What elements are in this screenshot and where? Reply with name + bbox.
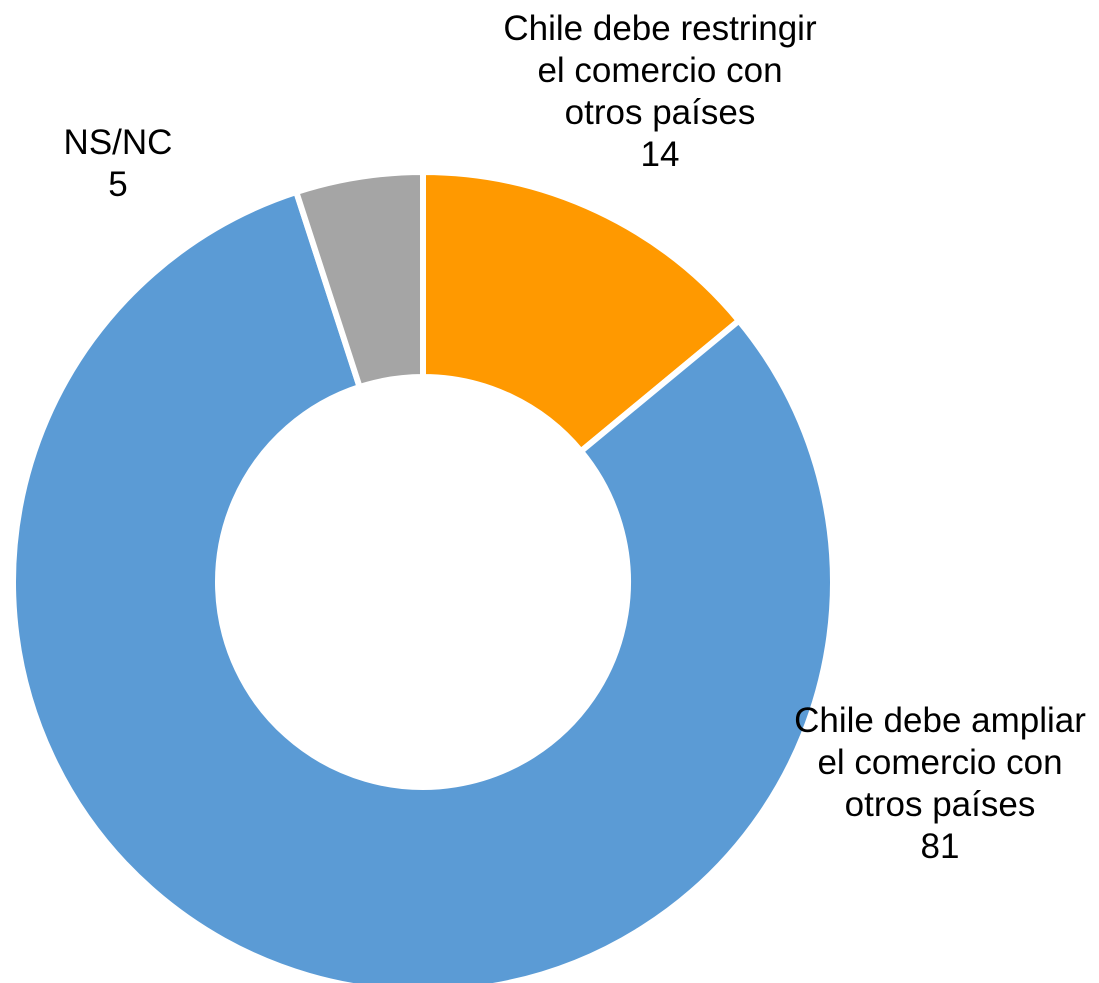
slice-category-label: Chile debe restringir [503, 9, 817, 48]
slice-category-label: Chile debe ampliar [794, 701, 1086, 740]
slice-category-label: NS/NC [64, 123, 173, 162]
slice-label-1: Chile debe restringir el comercio con otro… [503, 9, 817, 174]
slice-value-label: 81 [921, 827, 960, 866]
donut-slice-1 [420, 168, 744, 456]
slice-value-label: 14 [641, 135, 680, 174]
slice-label-3: NS/NC 5 [64, 123, 173, 204]
slice-category-label: otros países [845, 785, 1036, 824]
slices-layer [10, 168, 836, 983]
donut-slice-2 [10, 188, 836, 983]
donut-slice-3 [292, 168, 426, 391]
slice-category-label: el comercio con [537, 51, 782, 90]
labels-layer: Chile debe restringir el comercio con otro… [64, 9, 1087, 866]
slice-category-label: otros países [565, 93, 756, 132]
slice-value-label: 5 [108, 165, 127, 204]
slice-category-label: el comercio con [817, 743, 1062, 782]
slice-label-2: Chile debe ampliar el comercio con otros p… [794, 701, 1086, 866]
